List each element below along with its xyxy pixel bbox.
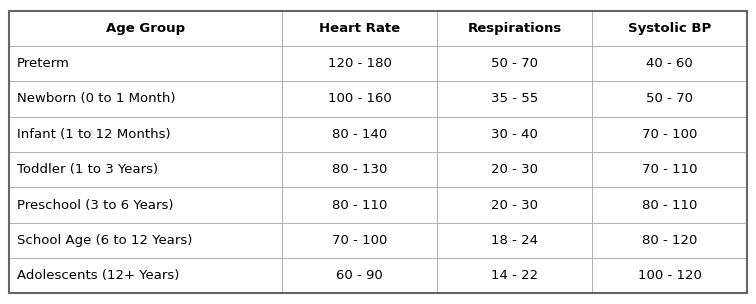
Bar xyxy=(437,81,592,117)
Text: 80 - 110: 80 - 110 xyxy=(642,199,697,212)
Bar xyxy=(9,258,282,293)
Bar xyxy=(437,152,592,187)
Text: 70 - 100: 70 - 100 xyxy=(332,234,387,247)
Text: Newborn (0 to 1 Month): Newborn (0 to 1 Month) xyxy=(17,92,175,105)
Text: Systolic BP: Systolic BP xyxy=(627,22,711,35)
Bar xyxy=(9,11,282,46)
Bar xyxy=(282,81,437,117)
Bar xyxy=(282,117,437,152)
Text: 18 - 24: 18 - 24 xyxy=(491,234,538,247)
Bar xyxy=(437,11,592,46)
Text: Toddler (1 to 3 Years): Toddler (1 to 3 Years) xyxy=(17,163,158,176)
Text: 100 - 160: 100 - 160 xyxy=(327,92,392,105)
Text: 80 - 130: 80 - 130 xyxy=(332,163,387,176)
Text: Adolescents (12+ Years): Adolescents (12+ Years) xyxy=(17,269,179,282)
Bar xyxy=(592,258,747,293)
Text: 35 - 55: 35 - 55 xyxy=(491,92,538,105)
Text: 70 - 110: 70 - 110 xyxy=(642,163,697,176)
Text: 30 - 40: 30 - 40 xyxy=(491,128,538,141)
Bar xyxy=(592,223,747,258)
Text: Infant (1 to 12 Months): Infant (1 to 12 Months) xyxy=(17,128,170,141)
Text: 80 - 110: 80 - 110 xyxy=(332,199,387,212)
Text: 14 - 22: 14 - 22 xyxy=(491,269,538,282)
Text: Heart Rate: Heart Rate xyxy=(319,22,400,35)
Text: 80 - 140: 80 - 140 xyxy=(332,128,387,141)
Bar xyxy=(592,117,747,152)
Bar xyxy=(282,11,437,46)
Text: School Age (6 to 12 Years): School Age (6 to 12 Years) xyxy=(17,234,192,247)
Bar xyxy=(9,81,282,117)
Bar xyxy=(9,46,282,81)
Text: 20 - 30: 20 - 30 xyxy=(491,199,538,212)
Text: 50 - 70: 50 - 70 xyxy=(646,92,693,105)
Bar xyxy=(592,187,747,223)
Bar xyxy=(282,46,437,81)
Text: Preterm: Preterm xyxy=(17,57,70,70)
Bar xyxy=(592,152,747,187)
Bar xyxy=(9,187,282,223)
Bar xyxy=(437,258,592,293)
Bar xyxy=(437,187,592,223)
Text: Age Group: Age Group xyxy=(106,22,185,35)
Text: Respirations: Respirations xyxy=(467,22,562,35)
Bar xyxy=(282,152,437,187)
Bar xyxy=(437,46,592,81)
Bar xyxy=(592,11,747,46)
Bar xyxy=(437,223,592,258)
Text: 70 - 100: 70 - 100 xyxy=(642,128,697,141)
Text: 20 - 30: 20 - 30 xyxy=(491,163,538,176)
Bar xyxy=(282,258,437,293)
Text: 120 - 180: 120 - 180 xyxy=(327,57,392,70)
Text: 100 - 120: 100 - 120 xyxy=(637,269,702,282)
Bar xyxy=(282,223,437,258)
Bar xyxy=(437,117,592,152)
Bar xyxy=(9,117,282,152)
Text: 80 - 120: 80 - 120 xyxy=(642,234,697,247)
Text: 50 - 70: 50 - 70 xyxy=(491,57,538,70)
Bar xyxy=(592,81,747,117)
Bar xyxy=(592,46,747,81)
Bar xyxy=(282,187,437,223)
Text: Preschool (3 to 6 Years): Preschool (3 to 6 Years) xyxy=(17,199,173,212)
Text: 60 - 90: 60 - 90 xyxy=(336,269,383,282)
Bar xyxy=(9,152,282,187)
Text: 40 - 60: 40 - 60 xyxy=(646,57,692,70)
Bar xyxy=(9,223,282,258)
